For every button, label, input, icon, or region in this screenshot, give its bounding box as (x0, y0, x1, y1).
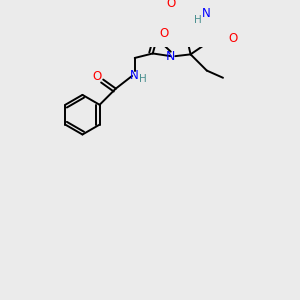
Text: H: H (194, 15, 202, 25)
Text: N: N (130, 69, 139, 82)
Text: O: O (228, 32, 238, 45)
Text: H: H (139, 74, 147, 84)
Text: O: O (159, 27, 168, 40)
Text: N: N (166, 50, 176, 63)
Text: O: O (92, 70, 101, 83)
Text: N: N (202, 7, 210, 20)
Text: O: O (166, 0, 176, 10)
